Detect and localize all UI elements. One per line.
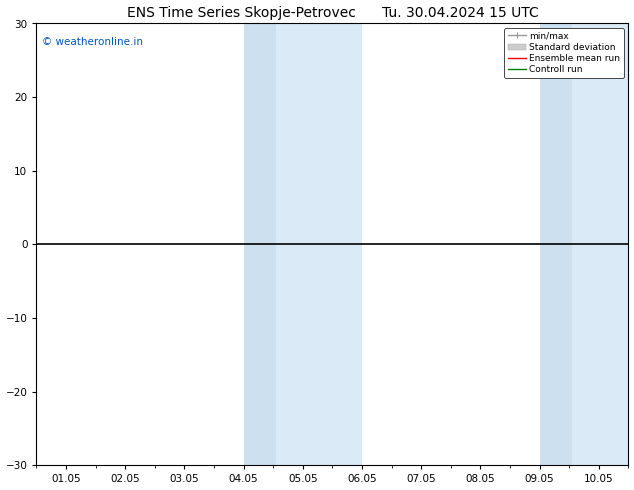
Bar <box>573 24 628 465</box>
Legend: min/max, Standard deviation, Ensemble mean run, Controll run: min/max, Standard deviation, Ensemble me… <box>504 28 624 78</box>
Bar <box>540 24 573 465</box>
Text: © weatheronline.in: © weatheronline.in <box>42 37 143 47</box>
Title: ENS Time Series Skopje-Petrovec      Tu. 30.04.2024 15 UTC: ENS Time Series Skopje-Petrovec Tu. 30.0… <box>127 5 538 20</box>
Bar <box>243 24 276 465</box>
Bar <box>276 24 362 465</box>
